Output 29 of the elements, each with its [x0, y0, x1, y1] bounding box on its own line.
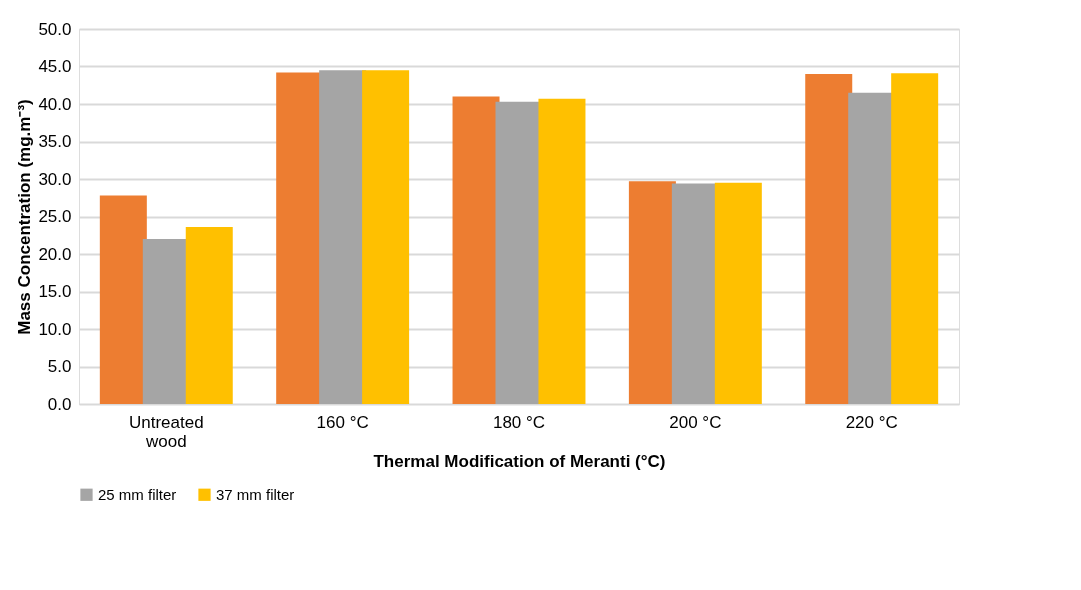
x-tick-label: 220 °C — [845, 412, 898, 432]
bar — [714, 182, 762, 404]
y-tick-label: 35.0 — [38, 132, 72, 151]
x-tick-label: 160 °C — [316, 412, 369, 432]
bar — [99, 195, 147, 404]
bar — [452, 96, 500, 404]
bar — [538, 98, 586, 404]
y-tick-label: 25.0 — [38, 207, 72, 226]
x-axis-title: Thermal Modification of Meranti (°C) — [373, 451, 666, 471]
legend-label: 37 mm filter — [216, 485, 295, 503]
bar — [628, 181, 676, 404]
y-tick-label: 45.0 — [38, 57, 72, 76]
bar — [891, 73, 939, 404]
y-tick-label: 5.0 — [47, 357, 72, 376]
bar — [805, 74, 853, 404]
y-axis-title: Mass Concentration (mg.m⁻³) — [15, 99, 35, 335]
bar — [362, 70, 410, 404]
y-tick-label: 15.0 — [38, 282, 72, 301]
x-tick-label: Untreated wood — [128, 412, 204, 451]
bar — [185, 227, 233, 404]
y-tick-label: 10.0 — [38, 319, 72, 339]
y-tick-label: 50.0 — [38, 19, 72, 39]
legend-label: 25 mm filter — [98, 485, 177, 503]
y-tick-label: 30.0 — [38, 169, 72, 189]
x-tick-label: 200 °C — [669, 412, 722, 432]
y-tick-label: 20.0 — [38, 244, 72, 264]
y-tick-label: 40.0 — [38, 94, 72, 114]
x-tick-label: 180 °C — [492, 412, 546, 432]
y-tick-label: 0.0 — [47, 394, 72, 414]
